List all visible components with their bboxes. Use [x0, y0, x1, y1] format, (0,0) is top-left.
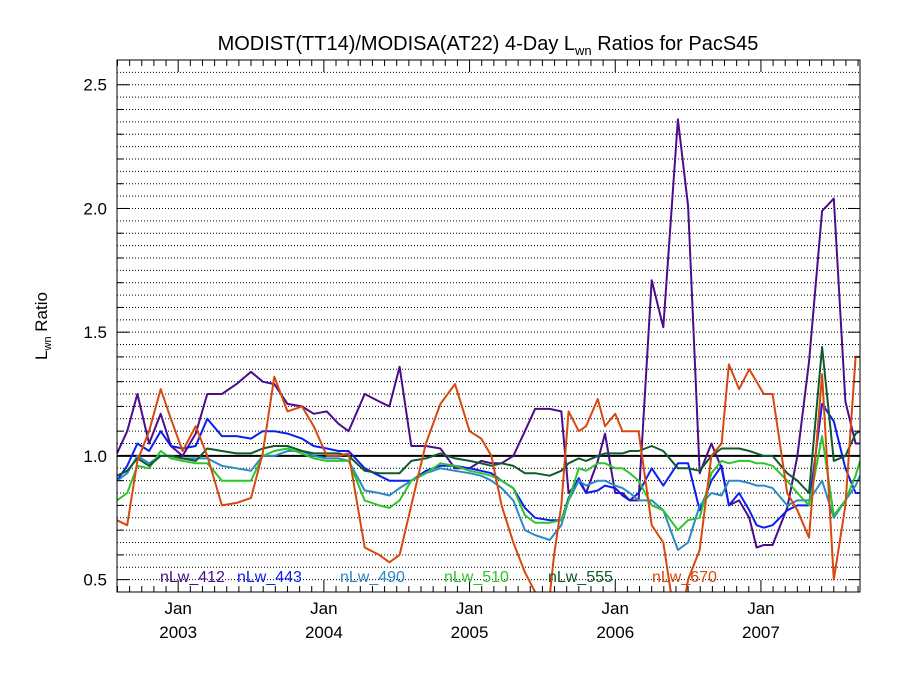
legend-item-nlw-443: nLw_443 — [237, 569, 302, 586]
y-axis-label-subscript: wn — [42, 336, 54, 351]
legend-item-nlw-670: nLw_670 — [652, 569, 717, 586]
x-tick-label-month: Jan — [164, 599, 191, 618]
legend-item-nlw-412: nLw_412 — [160, 569, 225, 586]
y-tick-label: 1.0 — [83, 447, 107, 466]
y-tick-label: 1.5 — [83, 323, 107, 342]
grid-lines — [117, 59, 860, 593]
legend-item-nlw-555: nLw_555 — [548, 569, 613, 586]
x-axis: Jan 2003 Jan 2004 Jan 2005 Jan 2006 Jan 2007 — [116, 60, 859, 642]
series-lines — [117, 118, 860, 592]
series-line-nlw-555 — [117, 346, 860, 494]
x-tick-label-month: Jan — [456, 599, 483, 618]
x-tick-label-year: 2006 — [596, 623, 634, 642]
x-tick-label-year: 2004 — [305, 623, 343, 642]
x-tick-label-month: Jan — [747, 599, 774, 618]
series-line-nlw-510 — [117, 435, 860, 532]
x-tick-label-month: Jan — [310, 599, 337, 618]
legend-item-nlw-510: nLw_510 — [444, 569, 509, 586]
x-tick-label-year: 2007 — [742, 623, 780, 642]
series-line-nlw-490 — [117, 450, 860, 551]
y-axis-label: Lwn Ratio — [32, 292, 54, 360]
x-tick-label-year: 2003 — [159, 623, 197, 642]
y-tick-label: 0.5 — [83, 571, 107, 590]
series-line-nlw-443 — [117, 402, 860, 529]
series-line-nlw-412 — [117, 118, 860, 549]
x-tick-label-year: 2005 — [451, 623, 489, 642]
plot-frame — [116, 59, 861, 593]
legend: nLw_412 nLw_443 nLw_490 nLw_510 nLw_555 nLw_6… — [160, 569, 717, 586]
x-tick-label-month: Jan — [602, 599, 629, 618]
chart-title: MODIST(TT14)/MODISA(AT22) 4-Day Lwn Rati… — [218, 33, 759, 58]
chart-title-subscript: wn — [574, 43, 592, 58]
y-axis: 0.5 1.0 1.5 2.0 2.5 — [83, 59, 860, 590]
series-line-nlw-670 — [117, 355, 860, 592]
y-tick-label: 2.5 — [83, 76, 107, 95]
y-tick-label: 2.0 — [83, 199, 107, 218]
legend-item-nlw-490: nLw_490 — [340, 569, 405, 586]
